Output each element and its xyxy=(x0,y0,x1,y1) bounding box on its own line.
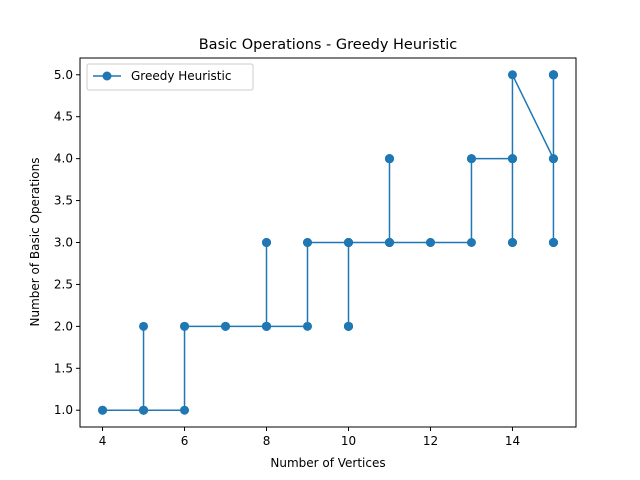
y-axis: 1.0 1.5 2.0 2.5 3.0 3.5 4.0 4.5 5.0 xyxy=(54,68,80,417)
data-point xyxy=(507,70,517,80)
data-point xyxy=(262,321,272,331)
chart-title: Basic Operations - Greedy Heuristic xyxy=(199,37,458,53)
x-tick-label: 4 xyxy=(99,434,107,448)
legend: Greedy Heuristic xyxy=(86,63,254,91)
y-tick-label: 1.5 xyxy=(54,361,73,375)
y-axis-title: Number of Basic Operations xyxy=(28,158,42,327)
data-point xyxy=(344,321,353,331)
data-point xyxy=(466,154,476,164)
data-point xyxy=(425,238,435,247)
data-point xyxy=(98,405,108,415)
data-point xyxy=(139,321,149,331)
y-tick-label: 2.5 xyxy=(54,277,73,291)
y-tick-label: 4.5 xyxy=(54,110,73,124)
data-point xyxy=(548,154,558,164)
legend-label: Greedy Heuristic xyxy=(131,69,231,83)
legend-marker-swatch xyxy=(102,71,112,81)
legend-box xyxy=(86,63,254,91)
series-layer xyxy=(98,70,558,415)
plot-area xyxy=(79,57,577,428)
data-point xyxy=(180,321,190,331)
y-tick-label: 1.0 xyxy=(54,403,73,417)
y-tick-label: 5.0 xyxy=(54,68,73,82)
data-point xyxy=(507,238,517,247)
data-point xyxy=(262,238,272,247)
y-tick-label: 3.0 xyxy=(54,236,73,250)
x-tick-label: 6 xyxy=(181,434,189,448)
data-point xyxy=(548,70,558,80)
data-point xyxy=(303,238,312,247)
data-point xyxy=(221,321,231,331)
x-tick-label: 14 xyxy=(505,434,520,448)
x-tick-label: 12 xyxy=(423,434,438,448)
y-tick-label: 4.0 xyxy=(54,152,73,166)
data-point xyxy=(344,238,353,247)
y-tick-label: 3.5 xyxy=(54,194,73,208)
data-point xyxy=(180,405,190,415)
x-tick-label: 8 xyxy=(263,434,271,448)
data-point xyxy=(139,405,149,415)
x-tick-label: 10 xyxy=(341,434,356,448)
y-tick-label: 2.0 xyxy=(54,319,73,333)
data-point xyxy=(466,238,476,247)
data-point xyxy=(384,238,394,247)
x-axis: 4 6 8 10 12 14 xyxy=(99,427,520,448)
data-point xyxy=(303,321,312,331)
data-point xyxy=(384,154,394,164)
data-point xyxy=(507,154,517,164)
x-axis-title: Number of Vertices xyxy=(270,456,385,470)
data-point xyxy=(548,238,558,247)
